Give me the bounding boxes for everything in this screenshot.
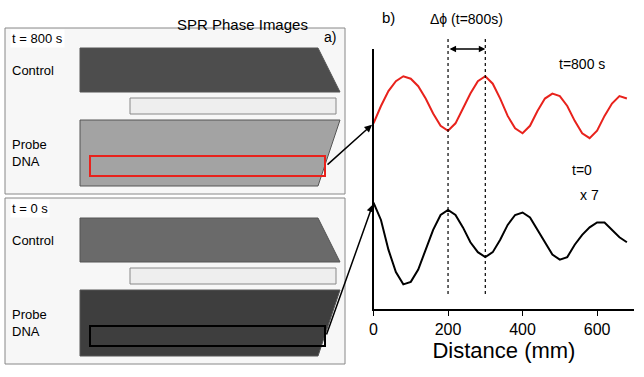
svg-text:b): b) [382, 9, 395, 26]
svg-text:400: 400 [509, 321, 536, 338]
svg-text:a): a) [324, 29, 336, 45]
svg-text:t = 800 s: t = 800 s [12, 31, 63, 46]
svg-text:600: 600 [584, 321, 611, 338]
svg-text:ProbeDNA: ProbeDNA [12, 307, 47, 339]
svg-text:Control: Control [12, 63, 54, 78]
svg-text:SPR Phase Images: SPR Phase Images [177, 16, 308, 33]
svg-text:t = 0 s: t = 0 s [12, 201, 48, 216]
svg-text:Δϕ (t=800s): Δϕ (t=800s) [430, 11, 503, 27]
svg-text:t=800 s: t=800 s [559, 56, 605, 72]
svg-text:x 7: x 7 [580, 187, 599, 203]
svg-text:0: 0 [369, 321, 378, 338]
svg-text:200: 200 [435, 321, 462, 338]
svg-text:Control: Control [12, 233, 54, 248]
svg-text:Distance (mm): Distance (mm) [432, 338, 575, 363]
svg-text:t=0: t=0 [572, 162, 592, 178]
svg-text:ProbeDNA: ProbeDNA [12, 137, 47, 169]
